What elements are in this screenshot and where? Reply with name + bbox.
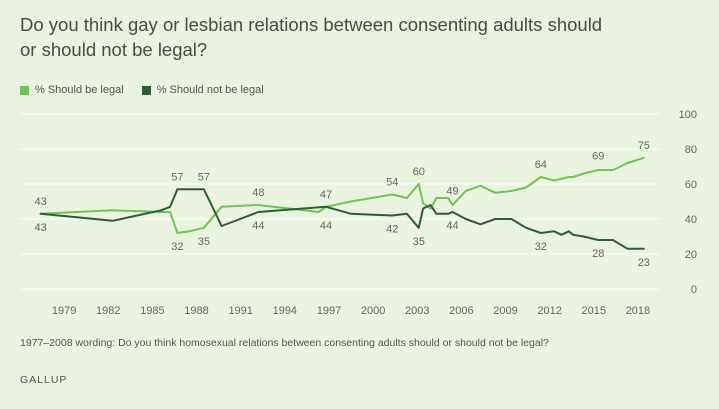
chart-title: Do you think gay or lesbian relations be… — [20, 14, 603, 60]
data-label: 47 — [320, 189, 332, 201]
x-tick-label: 1994 — [273, 305, 297, 317]
data-label: 60 — [413, 166, 425, 178]
data-label: 43 — [34, 196, 46, 208]
y-tick-label: 100 — [679, 109, 697, 121]
x-tick-label: 1997 — [317, 305, 341, 317]
wording-note: 1977–2008 wording: Do you think homosexu… — [20, 337, 549, 349]
data-label: 44 — [320, 220, 332, 232]
series-line-legal — [39, 156, 645, 234]
y-tick-label: 20 — [685, 249, 697, 261]
legend-label-not-legal: % Should not be legal — [156, 84, 264, 96]
data-label: 23 — [638, 257, 650, 269]
data-label: 32 — [171, 241, 183, 253]
x-tick-label: 1982 — [96, 305, 120, 317]
x-tick-label: 2015 — [582, 305, 606, 317]
x-tick-label: 2006 — [449, 305, 473, 317]
y-tick-label: 0 — [691, 284, 697, 296]
gallup-brand: GALLUP — [20, 374, 68, 386]
data-label: 48 — [252, 187, 264, 199]
data-label: 54 — [386, 177, 398, 189]
data-label: 35 — [413, 236, 425, 248]
x-tick-label: 1979 — [52, 305, 76, 317]
x-tick-label: 2000 — [361, 305, 385, 317]
series-line-not-legal — [39, 188, 645, 250]
x-tick-label: 2009 — [493, 305, 517, 317]
y-tick-label: 60 — [685, 179, 697, 191]
data-label: 28 — [592, 248, 604, 260]
data-label: 49 — [446, 185, 458, 197]
data-label: 44 — [446, 220, 458, 232]
y-tick-label: 40 — [685, 214, 697, 226]
data-label: 44 — [252, 220, 264, 232]
x-tick-label: 2003 — [405, 305, 429, 317]
chart-legend: % Should be legal % Should not be legal — [20, 84, 282, 96]
legend-label-legal: % Should be legal — [35, 84, 124, 96]
legend-swatch-legal — [20, 85, 29, 95]
data-label: 69 — [592, 150, 604, 162]
legend-item-not-legal: % Should not be legal — [141, 84, 264, 96]
x-tick-label: 1991 — [228, 305, 252, 317]
data-label: 43 — [34, 222, 46, 234]
data-label: 32 — [535, 241, 547, 253]
data-label: 57 — [198, 171, 210, 183]
x-tick-label: 1985 — [140, 305, 164, 317]
data-label: 64 — [535, 159, 547, 171]
x-tick-label: 2012 — [537, 305, 561, 317]
x-tick-label: 1988 — [184, 305, 208, 317]
y-tick-label: 80 — [685, 144, 697, 156]
x-tick-label: 2018 — [626, 305, 650, 317]
data-label: 57 — [171, 171, 183, 183]
data-label: 75 — [638, 140, 650, 152]
data-label: 42 — [386, 224, 398, 236]
legend-swatch-not-legal — [141, 85, 151, 95]
data-label: 35 — [198, 236, 210, 248]
legend-item-legal: % Should be legal — [20, 84, 124, 96]
